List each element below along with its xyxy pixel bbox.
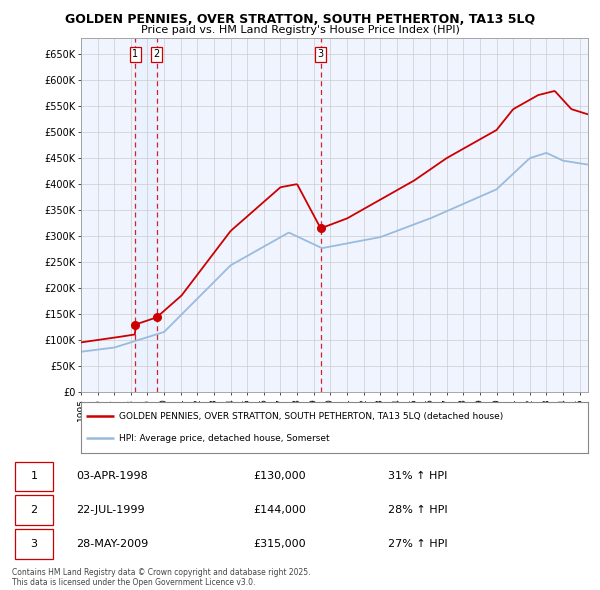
Text: 28% ↑ HPI: 28% ↑ HPI: [388, 506, 448, 515]
Text: £144,000: £144,000: [253, 506, 306, 515]
Text: 22-JUL-1999: 22-JUL-1999: [77, 506, 145, 515]
Text: 2: 2: [31, 506, 37, 515]
Text: £315,000: £315,000: [253, 539, 305, 549]
Text: 31% ↑ HPI: 31% ↑ HPI: [388, 471, 448, 481]
Text: 2: 2: [154, 50, 160, 59]
Text: GOLDEN PENNIES, OVER STRATTON, SOUTH PETHERTON, TA13 5LQ: GOLDEN PENNIES, OVER STRATTON, SOUTH PET…: [65, 13, 535, 26]
FancyBboxPatch shape: [15, 461, 53, 491]
Text: GOLDEN PENNIES, OVER STRATTON, SOUTH PETHERTON, TA13 5LQ (detached house): GOLDEN PENNIES, OVER STRATTON, SOUTH PET…: [119, 412, 503, 421]
Text: £130,000: £130,000: [253, 471, 305, 481]
Text: 27% ↑ HPI: 27% ↑ HPI: [388, 539, 448, 549]
Bar: [135, 38, 157, 392]
Text: 28-MAY-2009: 28-MAY-2009: [77, 539, 149, 549]
Text: HPI: Average price, detached house, Somerset: HPI: Average price, detached house, Some…: [119, 434, 329, 443]
Text: 1: 1: [31, 471, 37, 481]
Text: Contains HM Land Registry data © Crown copyright and database right 2025.
This d: Contains HM Land Registry data © Crown c…: [12, 568, 311, 587]
Text: Price paid vs. HM Land Registry's House Price Index (HPI): Price paid vs. HM Land Registry's House …: [140, 25, 460, 35]
Text: 3: 3: [31, 539, 37, 549]
Text: 1: 1: [132, 50, 138, 59]
FancyBboxPatch shape: [15, 529, 53, 559]
FancyBboxPatch shape: [15, 496, 53, 525]
Text: 3: 3: [317, 50, 324, 59]
Text: 03-APR-1998: 03-APR-1998: [77, 471, 148, 481]
